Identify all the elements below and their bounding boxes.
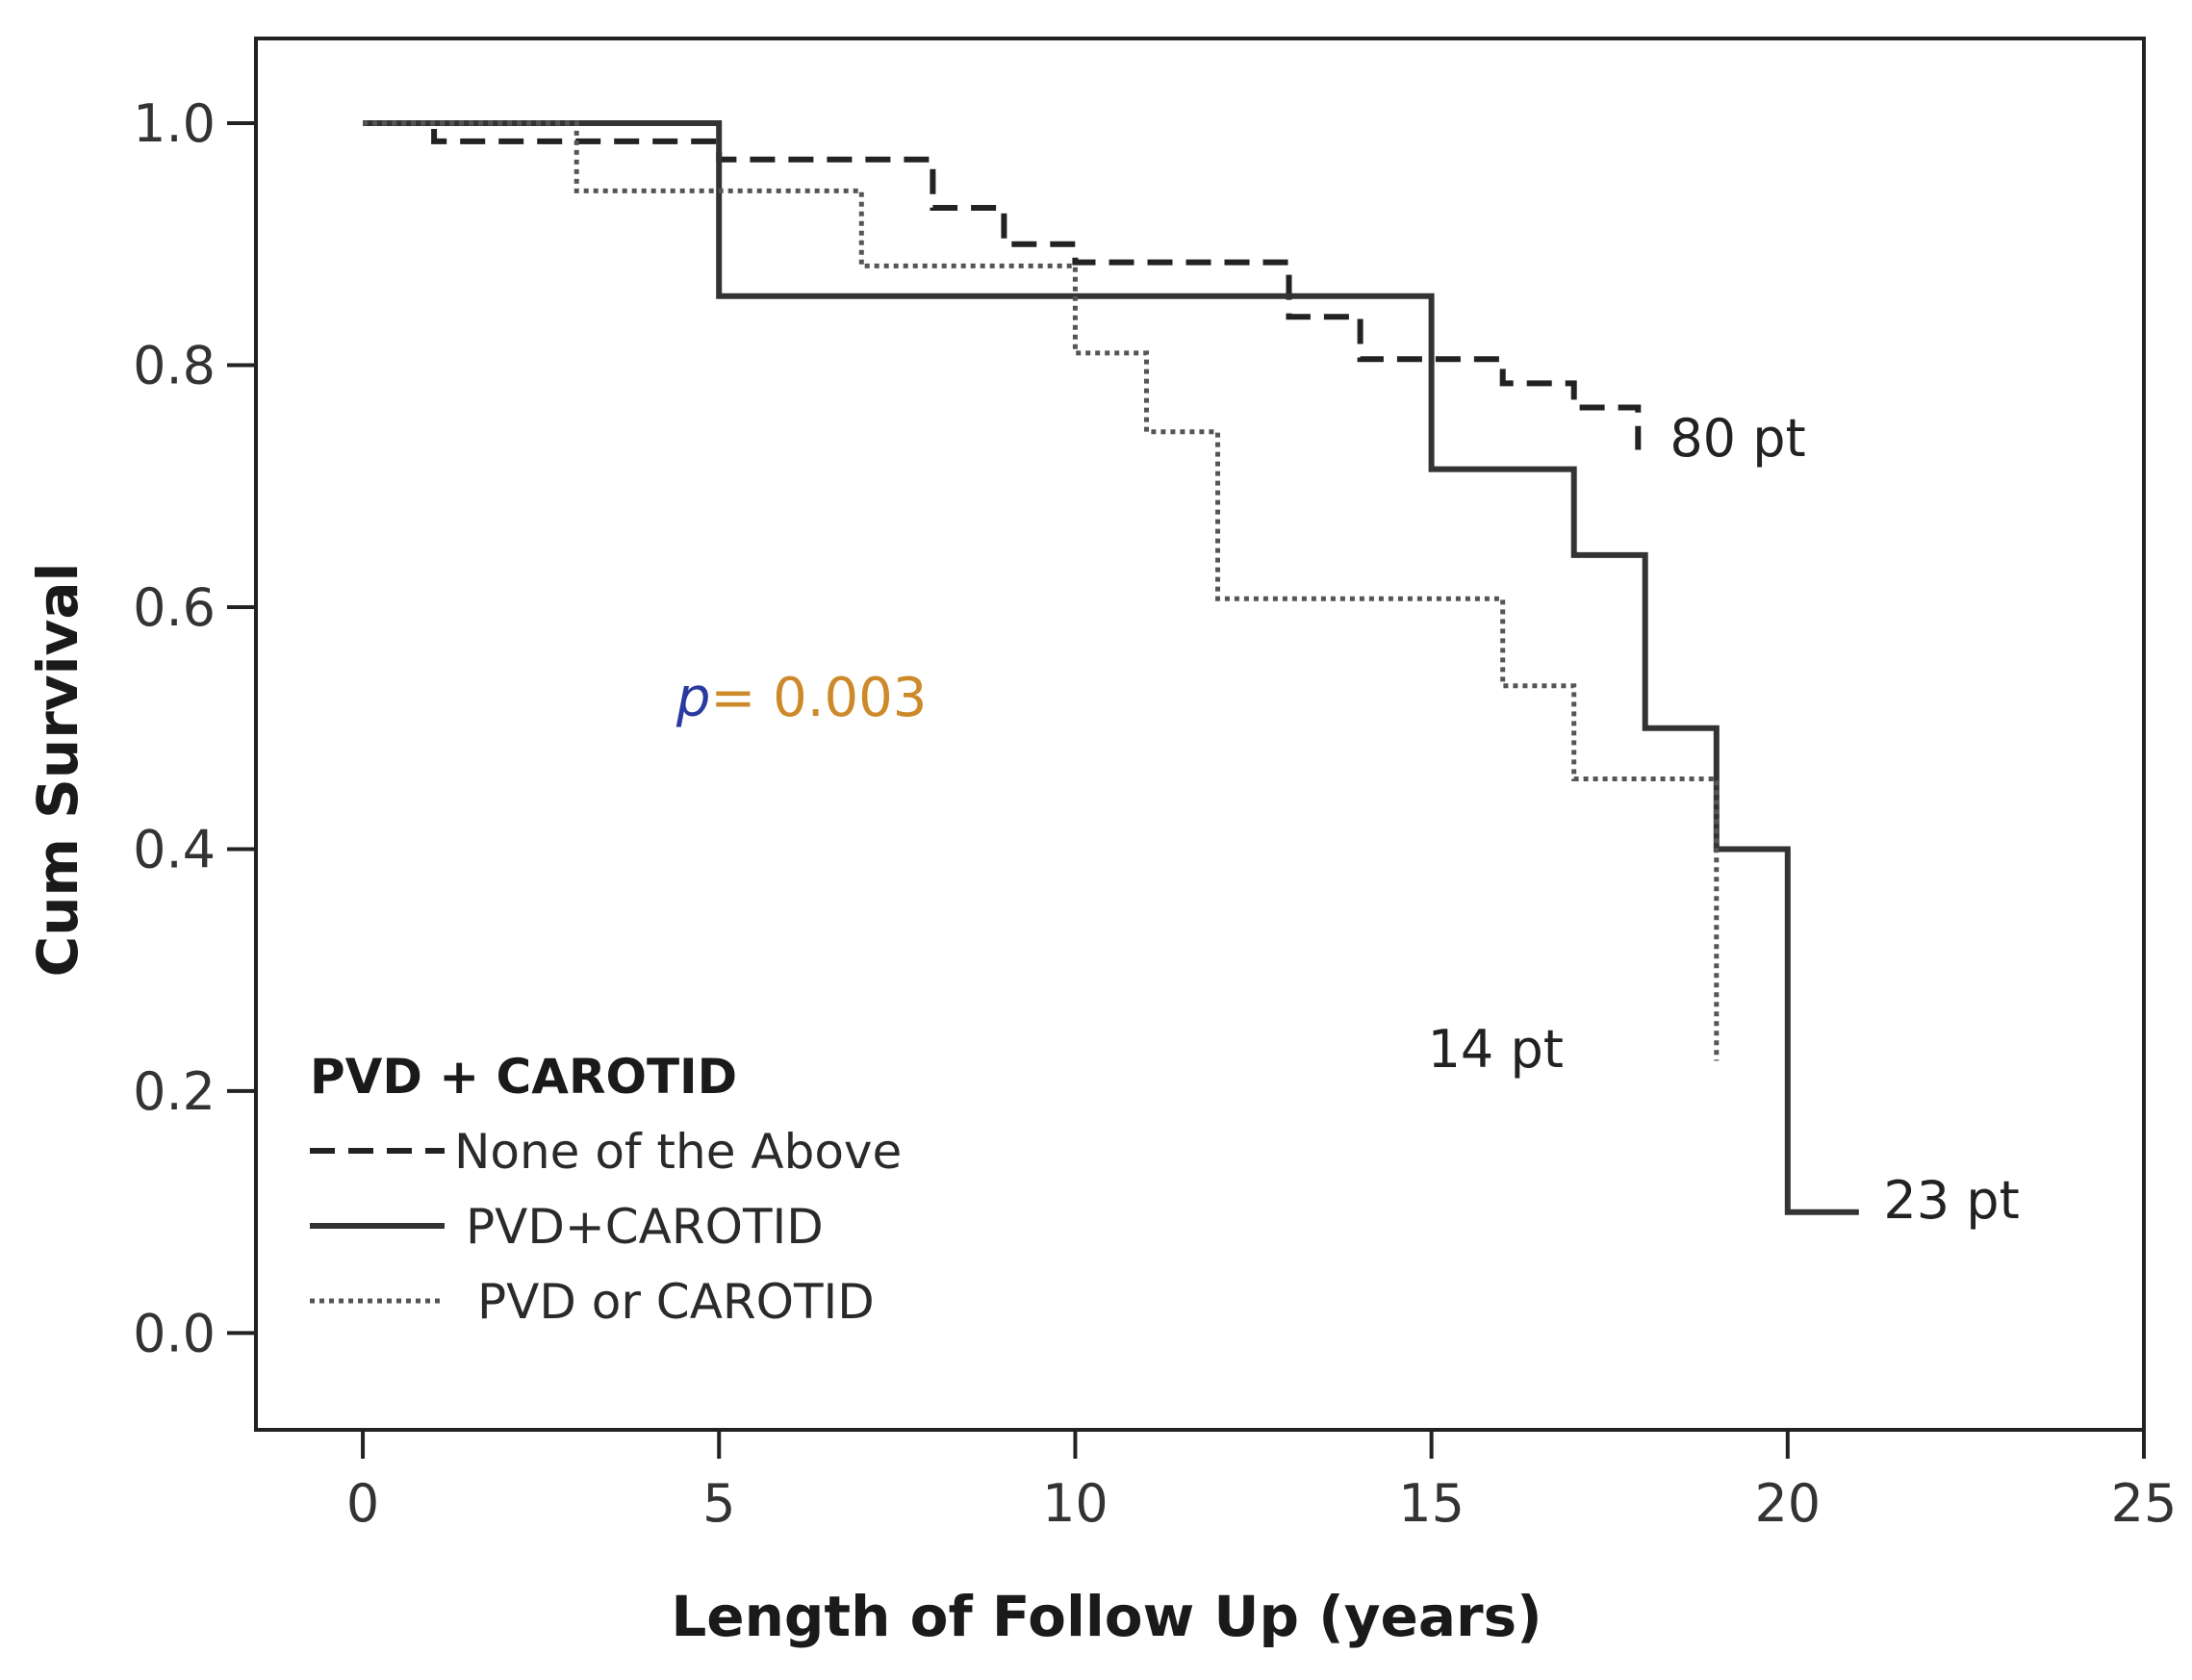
y-tick-label-4: 0.8: [133, 335, 216, 395]
y-tick-label-2: 0.4: [133, 819, 216, 879]
y-tick-label-5: 1.0: [133, 93, 216, 154]
plot-frame: [254, 37, 2146, 1432]
legend-label-0: None of the Above: [454, 1124, 902, 1180]
legend-label-1: PVD+CAROTID: [466, 1199, 824, 1255]
series-line-none-of-the-above: [363, 120, 1642, 450]
x-tick-label-1: 5: [702, 1473, 735, 1534]
legend-title: PVD + CAROTID: [310, 1049, 737, 1105]
x-tick-label-4: 20: [1754, 1473, 1821, 1534]
x-tick-label-2: 10: [1042, 1473, 1109, 1534]
y-axis-title: Cum Survival: [25, 563, 90, 978]
p-value-prefix: p: [675, 667, 711, 729]
series-group: [363, 120, 1859, 1215]
x-tick-label-5: 25: [2111, 1473, 2178, 1534]
series-line-pvd-or-carotid: [363, 120, 1720, 1061]
legend-label-2: PVD or CAROTID: [477, 1274, 875, 1330]
p-value-label: p= 0.003: [675, 667, 928, 729]
x-tick-label-0: 0: [346, 1473, 379, 1534]
axes: 0.0 0.2 0.4 0.6 0.8 1.0 0 5 10 15 20 25: [133, 93, 2177, 1534]
series-line-pvd-carotid: [363, 120, 1859, 1215]
x-axis-title: Length of Follow Up (years): [671, 1584, 1542, 1649]
x-tick-label-3: 15: [1398, 1473, 1465, 1534]
annotation-2: 23 pt: [1883, 1170, 2019, 1231]
annotations: 80 pt 14 pt 23 pt p= 0.003: [675, 408, 2020, 1231]
annotation-0: 80 pt: [1669, 408, 1805, 469]
y-tick-label-1: 0.2: [133, 1061, 216, 1122]
legend: PVD + CAROTID None of the Above PVD+CAROTI…: [310, 1049, 902, 1330]
y-tick-label-3: 0.6: [133, 577, 216, 638]
annotation-1: 14 pt: [1428, 1019, 1564, 1080]
p-value-text: = 0.003: [710, 667, 927, 729]
y-tick-label-0: 0.0: [133, 1303, 216, 1363]
